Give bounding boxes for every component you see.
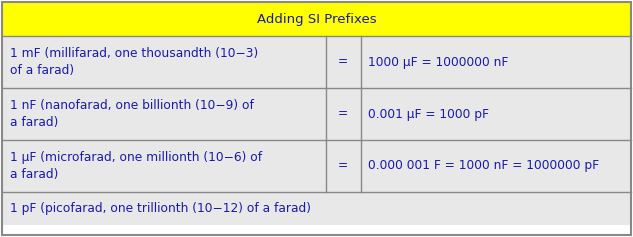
Text: Adding SI Prefixes: Adding SI Prefixes — [257, 13, 376, 26]
Text: =: = — [338, 55, 348, 68]
Bar — [2, 2, 631, 36]
Bar — [2, 140, 631, 192]
Bar — [2, 192, 631, 225]
Text: =: = — [338, 108, 348, 120]
Text: 1 mF (millifarad, one thousandth (10−3)
of a farad): 1 mF (millifarad, one thousandth (10−3) … — [9, 47, 258, 77]
Text: 0.001 μF = 1000 pF: 0.001 μF = 1000 pF — [368, 108, 489, 120]
Bar — [2, 36, 631, 88]
Text: 0.000 001 F = 1000 nF = 1000000 pF: 0.000 001 F = 1000 nF = 1000000 pF — [368, 160, 599, 173]
Text: 1000 μF = 1000000 nF: 1000 μF = 1000000 nF — [368, 55, 508, 68]
Text: 1 μF (microfarad, one millionth (10−6) of
a farad): 1 μF (microfarad, one millionth (10−6) o… — [9, 151, 261, 181]
Text: 1 nF (nanofarad, one billionth (10−9) of
a farad): 1 nF (nanofarad, one billionth (10−9) of… — [9, 99, 253, 129]
Text: 1 pF (picofarad, one trillionth (10−12) of a farad): 1 pF (picofarad, one trillionth (10−12) … — [9, 202, 311, 215]
Bar — [2, 88, 631, 140]
Text: =: = — [338, 160, 348, 173]
